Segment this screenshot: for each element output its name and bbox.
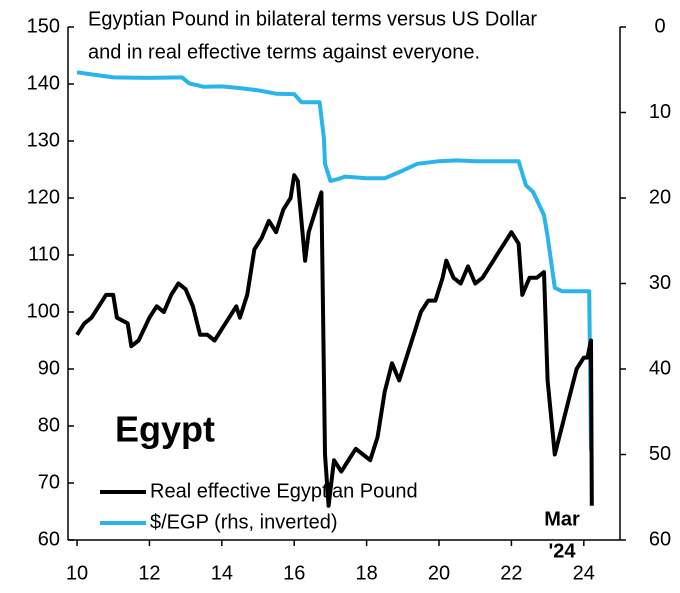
x-tick-label: 16 [283,562,305,584]
legend-label: Real effective Egyptian Pound [150,480,418,502]
title-line: Egyptian Pound in bilateral terms versus… [88,8,537,30]
x-tick-label: 14 [211,562,233,584]
country-label: Egypt [115,409,215,450]
y-tick-label: 110 [28,243,60,265]
y-tick-label: 150 [27,15,60,37]
y2-tick-label: 30 [649,272,671,294]
legend-label: $/EGP (rhs, inverted) [150,511,337,533]
x-tick-label: 10 [66,562,88,584]
x-tick-label: 22 [500,562,522,584]
x-tick-label: 20 [428,562,450,584]
y-tick-label: 60 [38,528,60,550]
y-tick-label: 80 [38,414,60,436]
series-line [76,70,593,451]
y-tick-label: 130 [27,129,60,151]
y-tick-label: 90 [38,357,60,379]
y-tick-label: 70 [38,471,60,493]
y2-tick-label: 10 [649,101,671,123]
annotation: Mar [544,508,580,530]
y-tick-label: 120 [27,186,60,208]
series-line [75,173,594,508]
y-tick-label: 140 [27,72,60,94]
y2-tick-label: 50 [649,443,671,465]
y2-tick-label: 60 [649,528,671,550]
x-tick-label: 24 [573,562,595,584]
title-line: and in real effective terms against ever… [88,41,480,63]
y2-tick-label: 0 [654,15,665,37]
annotation: '24 [548,540,576,562]
y2-tick-label: 20 [649,186,671,208]
y-tick-label: 100 [27,300,60,322]
y2-tick-label: 40 [649,357,671,379]
x-tick-label: 18 [355,562,377,584]
x-tick-label: 12 [138,562,160,584]
